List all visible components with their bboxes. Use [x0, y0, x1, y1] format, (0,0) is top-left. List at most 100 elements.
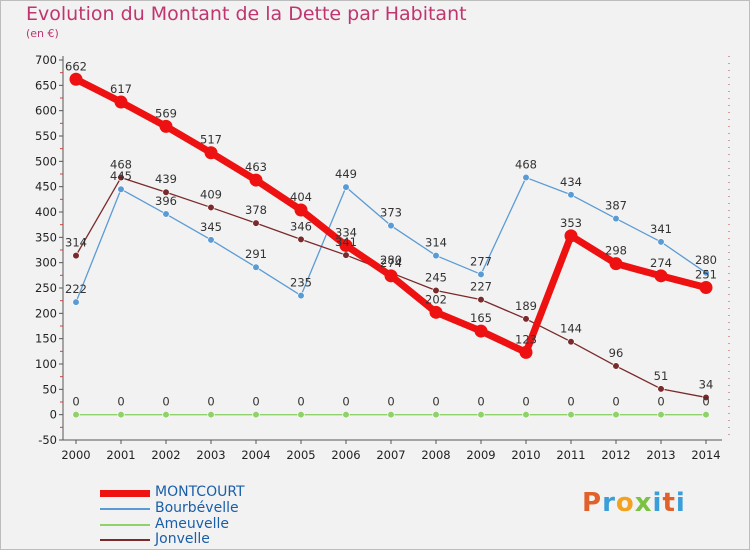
data-label-bourbvelle: 449: [335, 167, 357, 181]
data-point-montcourt: [69, 72, 83, 86]
data-point-bourbvelle: [432, 251, 440, 260]
legend-label-montcourt: MONTCOURT: [155, 484, 245, 500]
data-label-ameuvelle: 0: [612, 395, 619, 409]
data-point-montcourt: [519, 345, 533, 359]
y-tick-label: 450: [35, 180, 57, 194]
data-label-bourbvelle: 235: [290, 276, 312, 290]
data-label-jonvelle: 341: [335, 235, 357, 249]
data-label-ameuvelle: 0: [297, 395, 304, 409]
legend-swatch-montcourt: [100, 490, 150, 497]
data-label-bourbvelle: 314: [425, 236, 447, 250]
data-point-jonvelle: [297, 235, 305, 243]
data-label-montcourt: 463: [245, 160, 267, 174]
data-point-ameuvelle: [72, 411, 80, 419]
legend-swatch-ameuvelle: [100, 524, 150, 526]
chart-unit-label: (en €): [26, 27, 59, 40]
data-label-montcourt: 517: [200, 133, 222, 147]
data-point-jonvelle: [72, 251, 80, 260]
data-point-ameuvelle: [477, 411, 485, 419]
legend-label-bourbevelle: Bourbévelle: [155, 500, 239, 516]
data-label-montcourt: 334: [335, 225, 357, 239]
data-point-montcourt: [564, 229, 578, 243]
data-label-ameuvelle: 0: [72, 395, 79, 409]
data-label-ameuvelle: 0: [657, 395, 664, 409]
data-point-jonvelle: [432, 286, 440, 295]
data-point-jonvelle: [522, 315, 530, 323]
data-label-jonvelle: 189: [515, 299, 537, 313]
data-point-ameuvelle: [657, 411, 665, 419]
data-point-montcourt: [114, 95, 128, 109]
data-label-montcourt: 353: [560, 216, 582, 230]
data-point-montcourt: [294, 203, 308, 217]
y-tick-label: 400: [35, 205, 57, 219]
x-tick-label: 2007: [376, 448, 405, 462]
data-point-bourbvelle: [342, 183, 350, 191]
data-label-bourbvelle: 277: [470, 254, 492, 268]
x-tick-label: 2005: [286, 448, 315, 462]
x-tick-label: 2003: [196, 448, 225, 462]
x-tick-label: 2014: [691, 448, 720, 462]
y-tick-label: -50: [38, 433, 57, 447]
data-point-montcourt: [699, 280, 713, 294]
data-label-montcourt: 274: [650, 256, 672, 270]
data-label-bourbvelle: 280: [695, 253, 717, 267]
data-label-montcourt: 202: [425, 292, 447, 306]
x-tick-label: 2009: [466, 448, 495, 462]
data-point-ameuvelle: [702, 411, 710, 419]
data-label-bourbvelle: 396: [155, 194, 177, 208]
x-tick-label: 2013: [646, 448, 675, 462]
data-label-montcourt: 298: [605, 244, 627, 258]
x-tick-label: 2010: [511, 448, 540, 462]
data-point-bourbvelle: [297, 292, 305, 300]
data-point-ameuvelle: [612, 411, 620, 419]
data-point-montcourt: [474, 324, 488, 338]
x-tick-label: 2000: [61, 448, 90, 462]
data-label-ameuvelle: 0: [567, 395, 574, 409]
data-label-montcourt: 569: [155, 106, 177, 120]
data-label-bourbvelle: 341: [650, 222, 672, 236]
data-label-ameuvelle: 0: [162, 395, 169, 409]
data-point-jonvelle: [657, 385, 665, 393]
data-label-bourbvelle: 468: [515, 158, 537, 172]
data-point-ameuvelle: [297, 411, 305, 419]
data-label-ameuvelle: 0: [522, 395, 529, 409]
y-tick-label: 250: [35, 281, 57, 295]
data-point-jonvelle: [567, 338, 575, 346]
y-tick-label: 700: [35, 53, 57, 67]
data-point-jonvelle: [612, 362, 620, 370]
x-tick-label: 2004: [241, 448, 270, 462]
data-label-ameuvelle: 0: [252, 395, 259, 409]
data-label-bourbvelle: 373: [380, 206, 402, 220]
data-label-bourbvelle: 222: [65, 282, 87, 296]
legend-label-ameuvelle: Ameuvelle: [155, 516, 229, 532]
data-point-jonvelle: [117, 173, 125, 182]
data-point-bourbvelle: [477, 270, 485, 278]
data-label-ameuvelle: 0: [207, 395, 214, 409]
data-point-jonvelle: [342, 251, 350, 259]
y-tick-label: 200: [35, 306, 57, 320]
legend-label-jonvelle: Jonvelle: [155, 531, 210, 547]
data-point-montcourt: [204, 146, 218, 160]
x-tick-label: 2008: [421, 448, 450, 462]
data-label-montcourt: 274: [380, 256, 402, 270]
data-label-bourbvelle: 445: [110, 169, 132, 183]
data-label-ameuvelle: 0: [432, 395, 439, 409]
data-label-jonvelle: 378: [245, 203, 267, 217]
data-label-montcourt: 617: [110, 82, 132, 96]
data-label-ameuvelle: 0: [342, 395, 349, 409]
y-tick-label: 150: [35, 332, 57, 346]
data-point-bourbvelle: [252, 263, 260, 271]
y-tick-label: 500: [35, 154, 57, 168]
y-tick-label: 50: [42, 382, 57, 396]
data-point-jonvelle: [477, 296, 485, 304]
data-point-bourbvelle: [207, 236, 215, 244]
data-label-montcourt: 251: [695, 267, 717, 281]
data-label-ameuvelle: 0: [387, 395, 394, 409]
data-label-jonvelle: 51: [654, 369, 669, 383]
data-label-jonvelle: 96: [609, 346, 624, 360]
data-label-ameuvelle: 0: [702, 395, 709, 409]
y-tick-label: 550: [35, 129, 57, 143]
data-label-jonvelle: 346: [290, 219, 312, 233]
data-label-bourbvelle: 434: [560, 175, 582, 189]
